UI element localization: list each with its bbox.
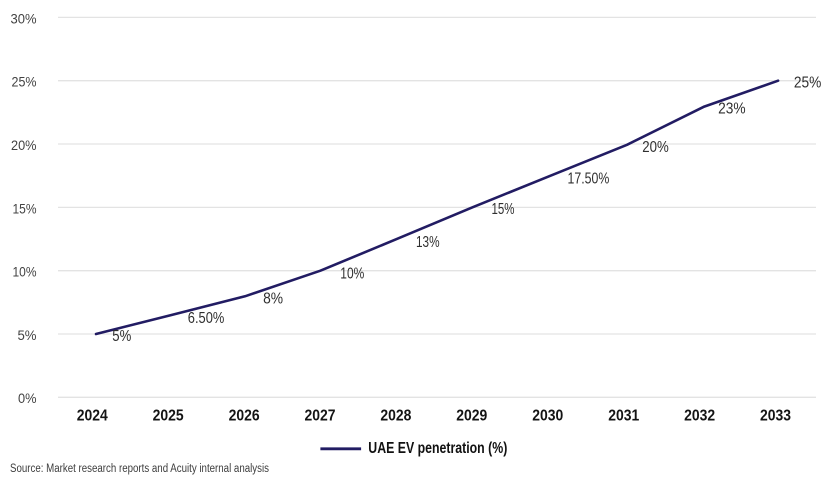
svg-text:13%: 13%	[416, 234, 440, 251]
svg-text:2029: 2029	[456, 408, 487, 425]
svg-text:15%: 15%	[13, 201, 37, 217]
svg-text:UAE EV penetration (%): UAE EV penetration (%)	[368, 440, 507, 457]
svg-text:17.50%: 17.50%	[568, 171, 610, 188]
svg-text:10%: 10%	[340, 265, 364, 282]
svg-text:2033: 2033	[760, 408, 791, 425]
svg-text:20%: 20%	[642, 139, 669, 156]
svg-text:2027: 2027	[305, 408, 336, 425]
svg-text:5%: 5%	[18, 328, 37, 344]
svg-text:10%: 10%	[13, 265, 37, 281]
svg-text:Source: Market research report: Source: Market research reports and Acui…	[10, 463, 269, 475]
svg-text:2031: 2031	[608, 408, 639, 425]
svg-text:2030: 2030	[532, 408, 563, 425]
svg-text:15%: 15%	[492, 201, 515, 218]
svg-text:30%: 30%	[11, 11, 37, 27]
svg-text:2024: 2024	[77, 408, 108, 425]
svg-text:2028: 2028	[380, 408, 411, 425]
svg-text:0%: 0%	[18, 391, 37, 407]
svg-text:6.50%: 6.50%	[188, 310, 225, 327]
svg-text:5%: 5%	[112, 328, 131, 345]
svg-text:2026: 2026	[229, 408, 260, 425]
svg-text:8%: 8%	[263, 290, 283, 307]
svg-text:2032: 2032	[684, 408, 715, 425]
svg-text:25%: 25%	[794, 74, 822, 91]
svg-text:20%: 20%	[11, 138, 37, 154]
svg-text:23%: 23%	[718, 100, 746, 117]
svg-text:25%: 25%	[12, 75, 37, 91]
svg-text:2025: 2025	[153, 408, 184, 425]
